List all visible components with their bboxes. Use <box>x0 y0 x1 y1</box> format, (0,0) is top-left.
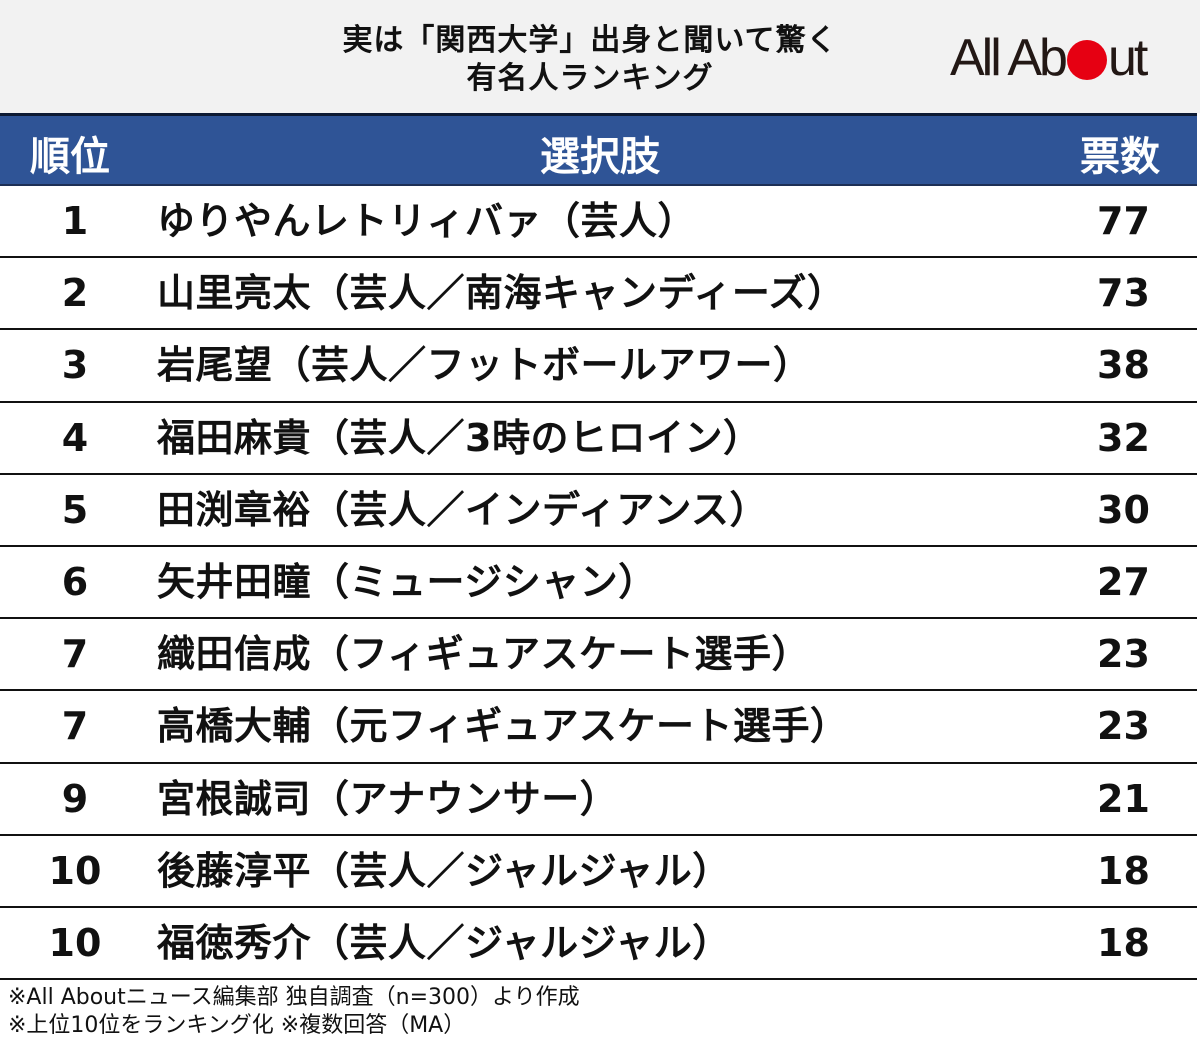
name-cell: 矢井田瞳（ミュージシャン） <box>157 559 657 604</box>
rank-cell: 4 <box>61 415 89 460</box>
title-line-2: 有名人ランキング <box>466 61 714 96</box>
table-row: 10 後藤淳平（芸人／ジャルジャル） 18 <box>0 836 1197 908</box>
name-cell: 高橋大輔（元フィギュアスケート選手） <box>157 704 849 749</box>
rank-cell: 2 <box>61 271 89 316</box>
header-rank: 順位 <box>30 134 110 180</box>
table-row: 1 ゆりやんレトリィバァ（芸人） 77 <box>0 186 1197 259</box>
name-cell: 織田信成（フィギュアスケート選手） <box>157 632 810 677</box>
votes-cell: 21 <box>1097 776 1150 821</box>
table-row: 9 宮根誠司（アナウンサー） 21 <box>0 764 1197 836</box>
header-votes: 票数 <box>1080 134 1160 180</box>
votes-cell: 38 <box>1097 343 1150 388</box>
name-cell: ゆりやんレトリィバァ（芸人） <box>157 199 697 243</box>
table-row: 10 福徳秀介（芸人／ジャルジャル） 18 <box>0 908 1197 981</box>
name-cell: 岩尾望（芸人／フットボールアワー） <box>157 343 812 388</box>
table-row: 6 矢井田瞳（ミュージシャン） 27 <box>0 547 1197 620</box>
footer-notes: ※All Aboutニュース編集部 独自調査（n=300）より作成 ※上位10位… <box>8 984 580 1040</box>
header-choice: 選択肢 <box>540 134 660 180</box>
title-band: 実は「関西大学」出身と聞いて驚く 有名人ランキング All Ab ut <box>0 0 1200 113</box>
votes-cell: 18 <box>1097 848 1150 893</box>
rank-cell: 6 <box>61 559 89 604</box>
title-line-1: 実は「関西大学」出身と聞いて驚く <box>342 23 838 58</box>
votes-cell: 77 <box>1097 199 1150 243</box>
votes-cell: 32 <box>1097 415 1150 460</box>
table-header: 順位 選択肢 票数 <box>0 113 1197 186</box>
table-row: 2 山里亮太（芸人／南海キャンディーズ） 73 <box>0 258 1197 331</box>
logo-text-start: All Ab <box>950 29 1068 87</box>
votes-cell: 23 <box>1097 704 1150 749</box>
votes-cell: 73 <box>1097 271 1150 316</box>
table-row: 4 福田麻貴（芸人／3時のヒロイン） 32 <box>0 403 1197 475</box>
rank-cell: 10 <box>48 848 102 893</box>
footer-note-method: ※上位10位をランキング化 ※複数回答（MA） <box>8 1013 466 1038</box>
name-cell: 福田麻貴（芸人／3時のヒロイン） <box>157 415 762 460</box>
name-cell: 山里亮太（芸人／南海キャンディーズ） <box>157 271 846 316</box>
rank-cell: 7 <box>61 704 89 749</box>
votes-cell: 23 <box>1097 632 1150 677</box>
chart-title: 実は「関西大学」出身と聞いて驚く 有名人ランキング <box>240 22 940 98</box>
table-row: 5 田渕章裕（芸人／インディアンス） 30 <box>0 475 1197 547</box>
ranking-table-body: 1 ゆりやんレトリィバァ（芸人） 77 2 山里亮太（芸人／南海キャンディーズ）… <box>0 186 1197 981</box>
table-row: 3 岩尾望（芸人／フットボールアワー） 38 <box>0 330 1197 403</box>
table-row: 7 高橋大輔（元フィギュアスケート選手） 23 <box>0 691 1197 764</box>
name-cell: 宮根誠司（アナウンサー） <box>157 776 619 821</box>
votes-cell: 27 <box>1097 559 1150 604</box>
footer-note-source: ※All Aboutニュース編集部 独自調査（n=300）より作成 <box>8 985 580 1010</box>
rank-cell: 1 <box>61 199 89 243</box>
table-row: 7 織田信成（フィギュアスケート選手） 23 <box>0 619 1197 692</box>
rank-cell: 7 <box>61 632 89 677</box>
rank-cell: 5 <box>61 487 89 532</box>
votes-cell: 18 <box>1097 920 1150 965</box>
name-cell: 後藤淳平（芸人／ジャルジャル） <box>157 848 731 893</box>
name-cell: 福徳秀介（芸人／ジャルジャル） <box>157 920 731 965</box>
logo-red-dot-icon <box>1066 40 1107 80</box>
allabout-logo: All Ab ut <box>950 29 1148 87</box>
rank-cell: 10 <box>48 920 102 965</box>
rank-cell: 9 <box>61 776 89 821</box>
name-cell: 田渕章裕（芸人／インディアンス） <box>157 487 769 532</box>
logo-text-end: ut <box>1107 29 1148 87</box>
rank-cell: 3 <box>61 343 89 388</box>
votes-cell: 30 <box>1097 487 1150 532</box>
